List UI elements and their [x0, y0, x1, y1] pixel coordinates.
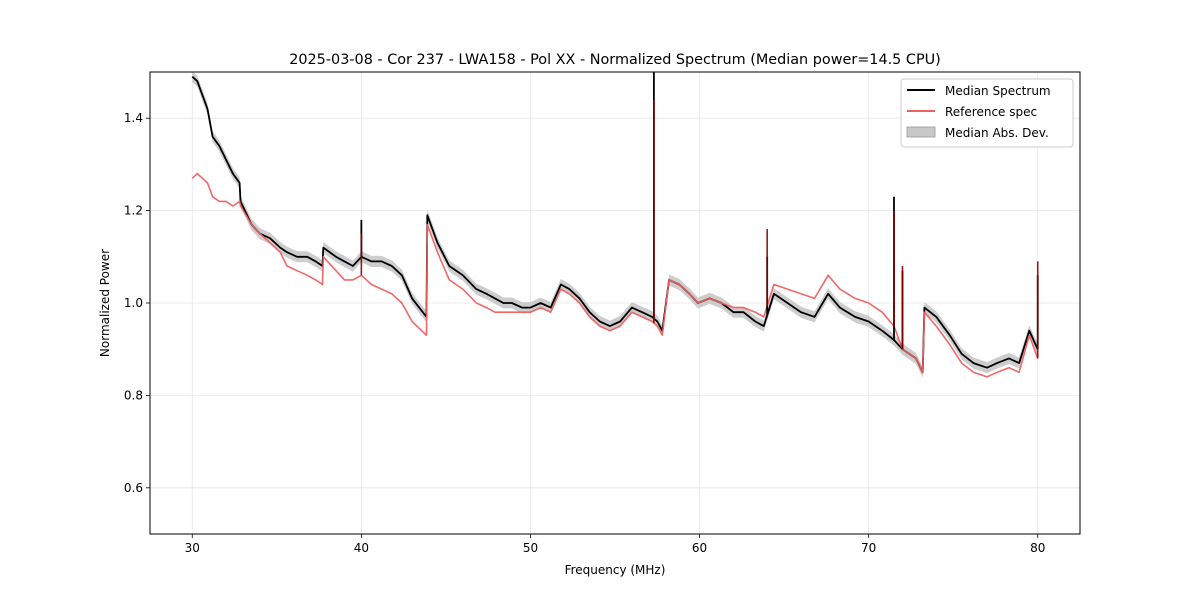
y-tick-label: 0.6 — [124, 481, 143, 495]
plot-area — [191, 72, 1039, 378]
x-tick-label: 50 — [523, 541, 538, 555]
x-tick-label: 40 — [354, 541, 369, 555]
y-tick-label: 1.4 — [124, 111, 143, 125]
x-tick-label: 80 — [1030, 541, 1045, 555]
legend: Median Spectrum Reference spec Median Ab… — [900, 78, 1074, 148]
y-tick-label: 1.2 — [124, 204, 143, 218]
x-tick-label: 70 — [861, 541, 876, 555]
chart-title: 2025-03-08 - Cor 237 - LWA158 - Pol XX -… — [289, 52, 941, 68]
y-axis-label: Normalized Power — [98, 249, 112, 357]
x-axis: 30 40 50 60 70 80 — [185, 534, 1045, 555]
legend-mad-label: Median Abs. Dev. — [945, 126, 1049, 140]
y-tick-label: 1.0 — [124, 296, 143, 310]
median-spectrum-line — [191, 75, 1039, 374]
legend-reference-label: Reference spec — [945, 105, 1037, 119]
legend-box — [900, 78, 1074, 148]
x-axis-label: Frequency (MHz) — [565, 563, 666, 577]
reference-spectrum-line — [191, 172, 1039, 378]
legend-median-label: Median Spectrum — [945, 84, 1051, 98]
legend-mad-swatch — [906, 126, 936, 138]
x-tick-label: 30 — [185, 541, 200, 555]
mad-band — [192, 72, 1038, 378]
y-axis: 0.6 0.8 1.0 1.2 1.4 — [124, 111, 150, 495]
y-tick-label: 0.8 — [124, 388, 143, 402]
x-tick-label: 60 — [692, 541, 707, 555]
